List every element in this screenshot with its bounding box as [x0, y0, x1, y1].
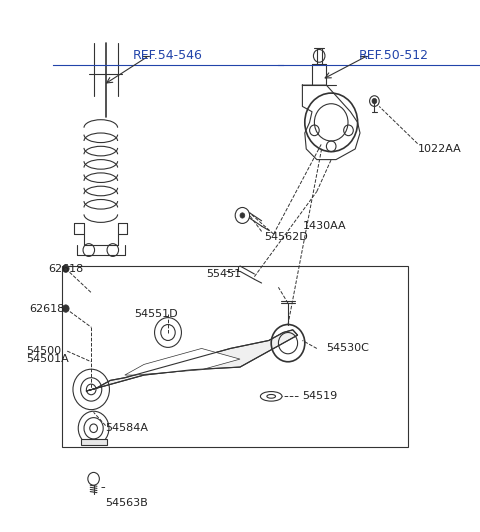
Ellipse shape — [267, 395, 276, 398]
Text: 1022AA: 1022AA — [418, 144, 461, 154]
Circle shape — [240, 213, 245, 218]
Text: 54562D: 54562D — [264, 232, 308, 242]
Text: 54563B: 54563B — [106, 498, 148, 508]
Ellipse shape — [260, 392, 282, 401]
Text: 62618: 62618 — [29, 304, 64, 313]
Text: 55451: 55451 — [206, 269, 241, 279]
Text: 54500: 54500 — [26, 346, 61, 356]
Text: 62618: 62618 — [48, 264, 83, 273]
Text: 54530C: 54530C — [326, 344, 369, 353]
Text: 54584A: 54584A — [106, 423, 149, 433]
Circle shape — [62, 265, 69, 272]
Text: REF.54-546: REF.54-546 — [133, 49, 203, 62]
Text: 54519: 54519 — [302, 392, 337, 401]
Text: 54501A: 54501A — [26, 354, 69, 364]
Circle shape — [372, 98, 377, 104]
Bar — [81, 439, 107, 445]
Circle shape — [62, 305, 69, 312]
Polygon shape — [86, 330, 298, 391]
Polygon shape — [125, 348, 240, 375]
Bar — [62, 266, 408, 447]
Text: REF.50-512: REF.50-512 — [359, 49, 429, 62]
Text: 54551D: 54551D — [134, 309, 178, 319]
Text: 1430AA: 1430AA — [302, 221, 346, 231]
